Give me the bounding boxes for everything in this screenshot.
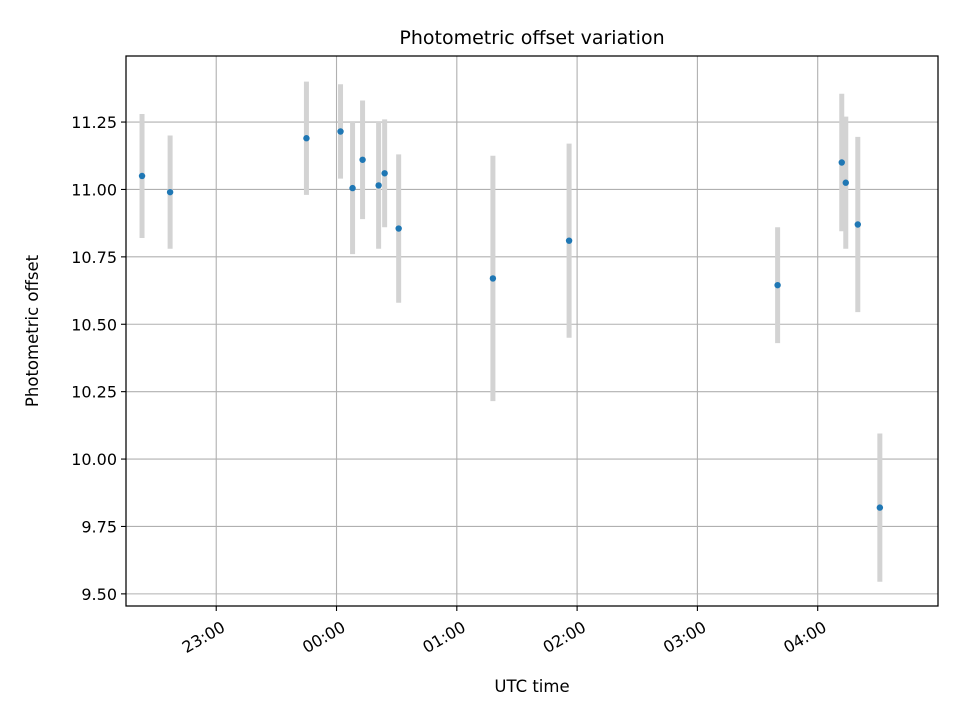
data-point xyxy=(359,156,366,163)
y-tick-label: 11.00 xyxy=(71,180,117,199)
data-point xyxy=(842,179,849,186)
y-tick-label: 10.50 xyxy=(71,315,117,334)
y-tick-label: 11.25 xyxy=(71,113,117,132)
chart-title: Photometric offset variation xyxy=(399,27,664,49)
y-tick-label: 9.75 xyxy=(81,517,117,536)
y-tick-label: 10.25 xyxy=(71,383,117,402)
y-axis-label: Photometric offset xyxy=(23,254,42,407)
data-point xyxy=(303,135,310,142)
y-tick-label: 9.50 xyxy=(81,585,117,604)
data-point xyxy=(381,170,388,177)
data-point xyxy=(854,221,862,228)
data-point xyxy=(838,159,845,166)
data-points xyxy=(138,128,884,511)
data-point xyxy=(876,504,884,511)
y-tick-label: 10.75 xyxy=(71,248,117,267)
grid xyxy=(126,56,938,606)
data-point xyxy=(395,225,402,232)
y-axis-ticks: 9.50 9.75 10.00 10.25 10.50 10.75 11.00 11.25 xyxy=(71,113,126,604)
plot-frame xyxy=(125,55,939,607)
data-point xyxy=(349,184,356,192)
data-point xyxy=(166,188,174,196)
x-axis-label: UTC time xyxy=(494,677,569,696)
data-point xyxy=(774,281,781,289)
y-tick-label: 10.00 xyxy=(71,450,117,469)
data-point xyxy=(375,182,382,189)
data-point xyxy=(138,172,146,180)
data-point xyxy=(337,128,344,135)
data-point xyxy=(489,275,497,282)
data-point xyxy=(565,237,573,244)
